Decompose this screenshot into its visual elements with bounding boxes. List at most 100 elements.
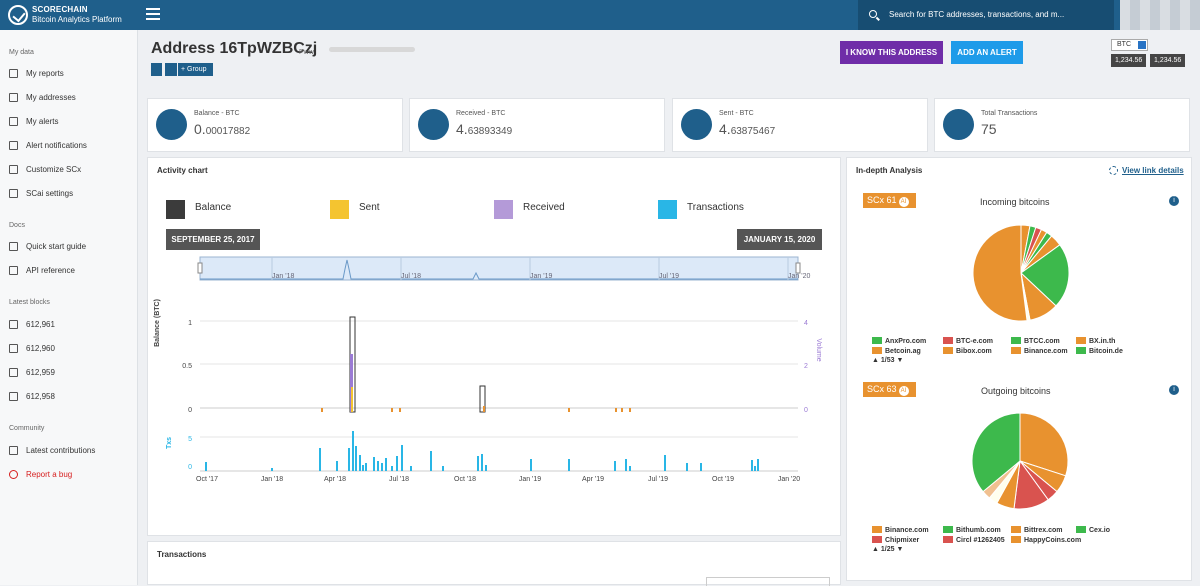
view-link-details[interactable]: View link details — [1122, 166, 1184, 175]
transaction-bar — [359, 455, 361, 471]
transaction-bar — [377, 461, 379, 471]
pie-slice[interactable] — [1019, 412, 1069, 477]
end-date-button[interactable]: JANUARY 15, 2020 — [737, 229, 822, 250]
navigator-handle[interactable] — [795, 262, 801, 274]
search-input[interactable]: Search for BTC addresses, transactions, … — [889, 10, 1065, 19]
navigator-tick-label: Jan '20 — [788, 273, 810, 280]
sidebar-item-scai-settings[interactable]: SCai settings — [9, 189, 73, 201]
pie-legend-item[interactable]: Betcoin.ag — [872, 347, 921, 355]
x-axis-tick: Apr '19 — [582, 476, 604, 483]
panel-title: Activity chart — [157, 166, 208, 175]
transaction-bar — [362, 465, 364, 471]
sidebar-block-item[interactable]: 612,959 — [9, 368, 55, 380]
card-label: Sent - BTC — [719, 110, 754, 117]
add-group-button[interactable]: + Group — [178, 63, 213, 76]
sidebar-block-item[interactable]: 612,960 — [9, 344, 55, 356]
sidebar-block-item[interactable]: 612,958 — [9, 392, 55, 404]
search-bar[interactable]: Search for BTC addresses, transactions, … — [858, 0, 1114, 30]
sidebar-item-my-addresses[interactable]: My addresses — [9, 93, 76, 105]
pie-legend-item[interactable]: HappyCoins.com — [1011, 536, 1081, 544]
pie-legend-item[interactable]: Chipmixer — [872, 536, 919, 544]
address-blurred — [329, 47, 415, 52]
card-value: 4.63875467 — [719, 121, 776, 137]
sidebar-item-api-reference[interactable]: API reference — [9, 266, 75, 278]
user-avatar[interactable] — [1120, 0, 1200, 30]
transaction-bar — [396, 456, 398, 471]
section-latest-blocks: Latest blocks — [9, 299, 50, 306]
wrench-icon — [9, 189, 18, 199]
navigator-handle[interactable] — [197, 262, 203, 274]
sidebar-item-customize-scx[interactable]: Customize SCx — [9, 165, 81, 177]
pie-legend-item[interactable]: Bitcoin.de — [1076, 347, 1123, 355]
sidebar-item-latest-contributions[interactable]: Latest contributions — [9, 446, 95, 458]
scorechain-logo-icon[interactable] — [8, 5, 28, 25]
received-card: Received - BTC 4.63893349 — [409, 98, 665, 152]
pie-legend-item[interactable]: BTC-e.com — [943, 337, 993, 345]
pie-legend-item[interactable]: BTCC.com — [1011, 337, 1060, 345]
sidebar-item-report-bug[interactable]: Report a bug — [9, 470, 72, 482]
activity-chart-svg[interactable]: Jan '18 Jul '18 Jan '19 Jul '19 Jan '20 Bala… — [147, 255, 841, 490]
pie-legend-item[interactable]: Bithumb.com — [943, 526, 1001, 534]
transaction-bar — [625, 459, 627, 471]
transaction-bar — [430, 451, 432, 471]
start-date-button[interactable]: SEPTEMBER 25, 2017 — [166, 229, 260, 250]
bug-icon — [9, 470, 18, 480]
sent-card: Sent - BTC 4.63875467 — [672, 98, 928, 152]
x-axis-tick: Jan '20 — [778, 476, 800, 483]
incoming-score-badge[interactable]: SCx 61 AI — [863, 193, 916, 208]
pie-legend-item[interactable]: Bittrex.com — [1011, 526, 1063, 534]
hamburger-menu-icon[interactable] — [146, 8, 160, 20]
transaction-bar — [352, 431, 354, 471]
transaction-bar — [442, 466, 444, 471]
page-title: Address 16TpWZBCzj — [151, 40, 318, 57]
sidebar-block-item[interactable]: 612,961 — [9, 320, 55, 332]
sent-bar — [483, 406, 485, 412]
sidebar-item-my-reports[interactable]: My reports — [9, 69, 64, 81]
pie-legend-item[interactable]: Binance.com — [872, 526, 929, 534]
group-users-icon[interactable] — [165, 63, 177, 76]
outgoing-pager[interactable]: ▲ 1/25 ▼ — [872, 546, 904, 553]
bell-icon — [9, 117, 18, 127]
users-icon — [9, 93, 18, 103]
navigator-tick-label: Jul '19 — [659, 273, 679, 280]
cube-icon — [9, 320, 18, 330]
wallet-icon — [156, 109, 187, 140]
outgoing-score-badge[interactable]: SCx 63 AI — [863, 382, 916, 397]
pie-slice[interactable] — [971, 412, 1021, 493]
sidebar-item-alert-notifications[interactable]: Alert notifications — [9, 141, 87, 153]
gears-icon — [9, 266, 18, 276]
pie-legend-item[interactable]: AnxPro.com — [872, 337, 926, 345]
incoming-pager[interactable]: ▲ 1/53 ▼ — [872, 357, 904, 364]
balance-tick: 0.5 — [182, 363, 192, 370]
transactions-search-input[interactable] — [706, 577, 830, 586]
transaction-bar — [385, 458, 387, 471]
sent-bar — [321, 408, 323, 412]
currency-select[interactable]: BTC — [1111, 39, 1148, 51]
cube-icon — [9, 344, 18, 354]
incoming-info-icon[interactable]: i — [1169, 196, 1179, 206]
bar-chart-icon — [943, 109, 974, 140]
sidebar-item-quick-start[interactable]: Quick start guide — [9, 242, 86, 254]
transaction-bar — [568, 459, 570, 471]
pie-legend-item[interactable]: BX.in.th — [1076, 337, 1115, 345]
bookmark-icon[interactable] — [151, 63, 162, 76]
transaction-bar — [391, 466, 393, 471]
pie-legend-item[interactable]: Binance.com — [1011, 347, 1068, 355]
card-label: Received - BTC — [456, 110, 506, 117]
outgoing-pie-chart[interactable] — [970, 411, 1070, 511]
pie-legend-item[interactable]: Cex.io — [1076, 526, 1110, 534]
pie-slice[interactable] — [1020, 244, 1070, 307]
sidebar-item-my-alerts[interactable]: My alerts — [9, 117, 58, 129]
pie-legend-item[interactable]: Bibox.com — [943, 347, 992, 355]
section-docs: Docs — [9, 222, 25, 229]
panel-title: Transactions — [157, 550, 207, 559]
outgoing-info-icon[interactable]: i — [1169, 385, 1179, 395]
incoming-pie-chart[interactable] — [971, 223, 1071, 323]
add-alert-button[interactable]: ADD AN ALERT — [951, 41, 1023, 64]
x-axis-tick: Jul '19 — [648, 476, 668, 483]
pie-legend-item[interactable]: Circl #1262405 — [943, 536, 1005, 544]
know-address-button[interactable]: I KNOW THIS ADDRESS — [840, 41, 943, 64]
price-badge: 1,234.56 — [1111, 54, 1147, 67]
pie-slice[interactable] — [972, 224, 1028, 322]
navigator-tick-label: Jan '19 — [530, 273, 552, 280]
